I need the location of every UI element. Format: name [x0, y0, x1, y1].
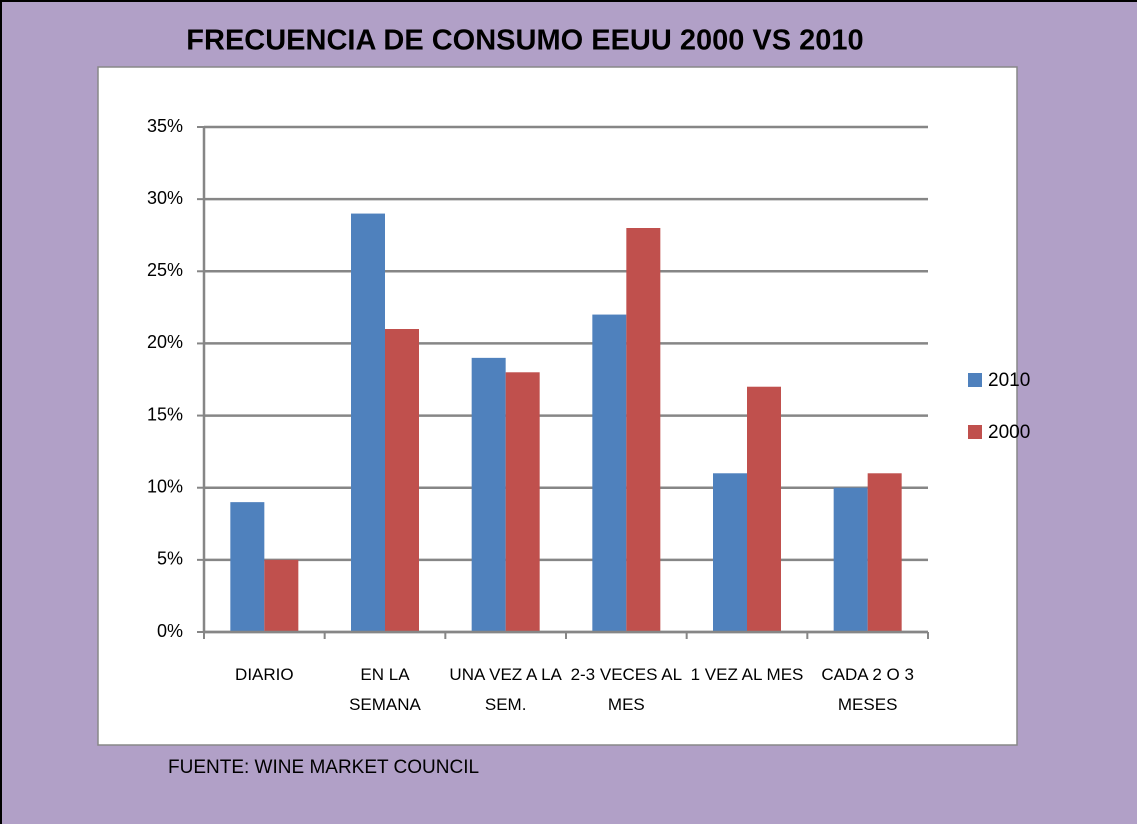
y-tick-label: 25%: [147, 260, 183, 280]
legend-swatch: [968, 425, 982, 439]
x-tick-label-box: CADA 2 O 3 MESES: [821, 665, 914, 714]
bar: [471, 357, 506, 632]
bar: [713, 473, 747, 632]
bar: [351, 213, 385, 633]
x-tick-label: CADA 2 O 3 MESES: [821, 665, 914, 714]
y-tick-label: 10%: [147, 476, 183, 496]
x-tick-label-box: UNA VEZ A LA SEM.: [449, 665, 562, 714]
legend-label: 2010: [988, 370, 1030, 391]
bar: [592, 314, 627, 632]
y-tick-label: 0%: [157, 621, 183, 641]
bar: [867, 473, 902, 632]
bar: [505, 372, 540, 632]
bar: [264, 559, 299, 632]
x-tick-label-box: 2-3 VECES AL MES: [570, 665, 683, 714]
x-tick-label: EN LA SEMANA: [349, 665, 421, 714]
bar: [833, 487, 868, 632]
y-tick-label: 20%: [147, 332, 183, 352]
bar: [626, 228, 661, 632]
x-tick-label: UNA VEZ A LA SEM.: [449, 665, 562, 714]
bar: [385, 329, 419, 632]
x-tick-label-box: EN LA SEMANA: [349, 665, 421, 714]
bar: [230, 502, 265, 632]
y-tick-label: 35%: [147, 116, 183, 136]
bar: [747, 386, 781, 632]
x-tick-label: 2-3 VECES AL MES: [570, 665, 683, 714]
x-tick-label: DIARIO: [235, 665, 294, 684]
x-tick-label: 1 VEZ AL MES: [690, 665, 804, 684]
legend-label: 2000: [988, 422, 1030, 443]
chart-title: FRECUENCIA DE CONSUMO EEUU 2000 VS 2010: [186, 25, 863, 57]
legend-swatch: [968, 373, 982, 387]
plot-area: [97, 66, 1018, 746]
y-tick-label: 30%: [147, 188, 183, 208]
x-tick-label-box: DIARIO: [235, 665, 294, 684]
y-tick-label: 15%: [147, 404, 183, 424]
source-note: FUENTE: WINE MARKET COUNCIL: [168, 757, 479, 778]
y-tick-label: 5%: [157, 549, 183, 569]
x-tick-label-box: 1 VEZ AL MES: [690, 665, 804, 684]
